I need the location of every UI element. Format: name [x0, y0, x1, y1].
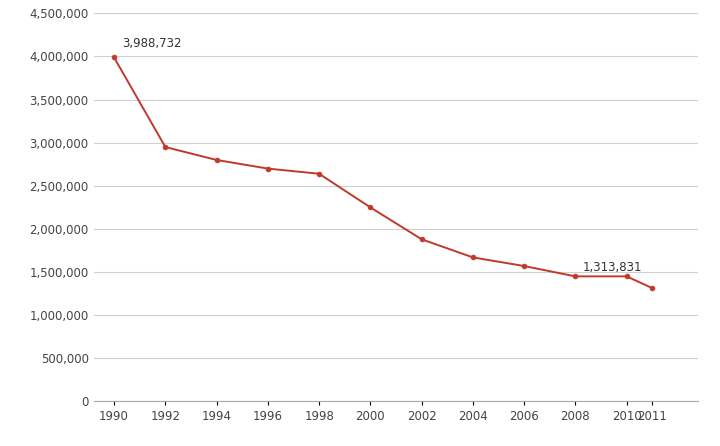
Text: 3,988,732: 3,988,732	[122, 37, 181, 50]
Text: 1,313,831: 1,313,831	[583, 261, 642, 274]
